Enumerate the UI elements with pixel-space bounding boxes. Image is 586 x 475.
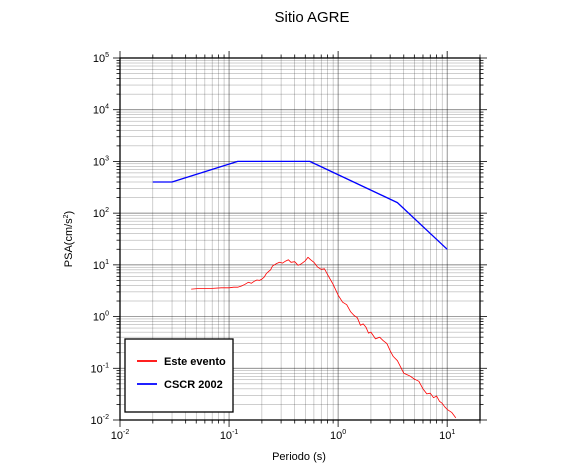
y-tick-label-base: 10 [91, 363, 103, 375]
x-tick-label: 10-1 [220, 429, 239, 442]
y-axis-label-tail: ) [63, 211, 75, 215]
legend: Este evento CSCR 2002 [124, 338, 234, 413]
y-tick-label: 102 [93, 207, 109, 220]
y-tick-label: 10-2 [91, 414, 110, 427]
x-tick-label-base: 10 [111, 430, 123, 442]
y-tick-label: 105 [93, 52, 109, 65]
chart-title: Sitio AGRE [274, 9, 349, 26]
y-tick-label-exp: 5 [105, 52, 109, 59]
series-group [152, 160, 457, 419]
y-tick-label-exp: 2 [105, 207, 109, 214]
y-tick-label: 100 [93, 311, 109, 324]
legend-label-1: CSCR 2002 [164, 379, 223, 391]
y-tick-label: 101 [93, 259, 109, 272]
x-tick-label-base: 10 [439, 430, 451, 442]
x-tick-label-exp: 0 [342, 429, 346, 436]
y-tick-label-exp: -2 [103, 414, 109, 421]
y-axis-label-sup: 2 [63, 214, 70, 218]
legend-box [124, 338, 234, 413]
x-tick-label: 101 [439, 429, 455, 442]
x-tick-label-base: 10 [220, 430, 232, 442]
y-axis-label: PSA(cm/s2) [63, 211, 75, 267]
y-tick-label-base: 10 [93, 105, 105, 117]
y-tick-label-exp: 1 [105, 259, 109, 266]
y-tick-label-base: 10 [93, 312, 105, 324]
y-tick-label-exp: -1 [103, 362, 109, 369]
x-tick-label-exp: -2 [123, 429, 129, 436]
x-tick-label: 100 [330, 429, 346, 442]
series-line-0 [191, 256, 457, 419]
y-tick-label-exp: 0 [105, 311, 109, 318]
x-axis-label: Periodo (s) [272, 451, 326, 463]
y-tick-label: 104 [93, 104, 109, 117]
y-tick-label: 10-1 [91, 362, 110, 375]
y-tick-label-base: 10 [93, 53, 105, 65]
y-tick-label-exp: 3 [105, 155, 109, 162]
plot-frame [119, 57, 481, 421]
legend-label-0: Este evento [164, 356, 226, 368]
series-line-1 [152, 160, 448, 250]
axes-frame [113, 51, 487, 427]
y-tick-label-base: 10 [93, 156, 105, 168]
y-tick-label-exp: 4 [105, 104, 109, 111]
x-tick-label-exp: -1 [232, 429, 238, 436]
y-tick-label-base: 10 [93, 260, 105, 272]
x-tick-label-exp: 1 [451, 429, 455, 436]
y-tick-label: 103 [93, 155, 109, 168]
y-axis-label-main: PSA(cm/s [63, 218, 75, 267]
y-tick-label-base: 10 [93, 208, 105, 220]
y-tick-label-base: 10 [91, 415, 103, 427]
x-tick-label: 10-2 [111, 429, 130, 442]
x-tick-label-base: 10 [330, 430, 342, 442]
